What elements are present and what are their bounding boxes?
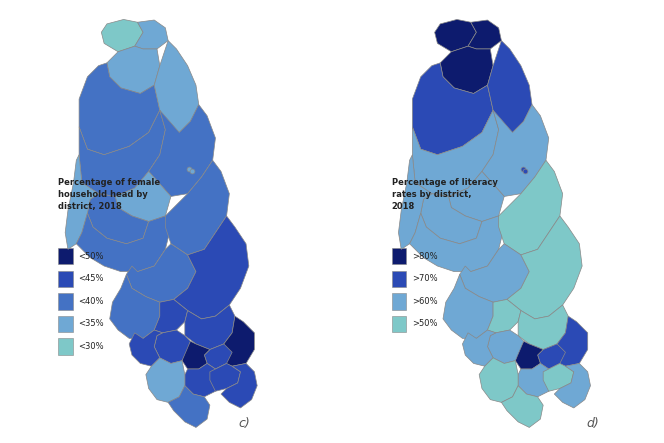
- Polygon shape: [102, 19, 143, 52]
- Polygon shape: [79, 63, 160, 155]
- Polygon shape: [499, 160, 562, 255]
- Polygon shape: [479, 358, 518, 402]
- Text: >50%: >50%: [412, 319, 438, 328]
- Polygon shape: [412, 110, 499, 196]
- Text: c): c): [238, 417, 250, 430]
- Polygon shape: [110, 274, 160, 338]
- Polygon shape: [149, 105, 215, 196]
- Polygon shape: [546, 316, 588, 366]
- Polygon shape: [146, 358, 185, 402]
- Polygon shape: [210, 363, 240, 391]
- Text: Percentage of literacy
rates by district,
2018: Percentage of literacy rates by district…: [392, 178, 497, 211]
- Text: <30%: <30%: [78, 342, 104, 351]
- Bar: [58, 248, 73, 264]
- Polygon shape: [443, 274, 493, 338]
- Bar: [58, 316, 73, 332]
- Text: <45%: <45%: [78, 274, 104, 284]
- Polygon shape: [116, 171, 171, 222]
- Polygon shape: [154, 299, 188, 333]
- Polygon shape: [182, 341, 210, 369]
- Polygon shape: [79, 110, 165, 196]
- Polygon shape: [554, 363, 590, 408]
- Polygon shape: [449, 171, 504, 222]
- Polygon shape: [543, 363, 574, 391]
- Polygon shape: [538, 344, 566, 369]
- Polygon shape: [440, 46, 493, 93]
- Polygon shape: [126, 244, 196, 302]
- Polygon shape: [154, 41, 199, 132]
- Polygon shape: [462, 330, 496, 366]
- Polygon shape: [501, 386, 543, 427]
- Polygon shape: [205, 344, 232, 369]
- Polygon shape: [185, 363, 221, 397]
- Bar: [392, 293, 406, 310]
- Polygon shape: [518, 305, 568, 350]
- Bar: [392, 248, 406, 264]
- Polygon shape: [487, 330, 524, 363]
- Bar: [58, 271, 73, 287]
- Polygon shape: [174, 216, 249, 319]
- Polygon shape: [459, 244, 529, 302]
- Polygon shape: [221, 363, 257, 408]
- Text: >80%: >80%: [412, 252, 438, 261]
- Bar: [58, 338, 73, 355]
- Polygon shape: [482, 105, 548, 196]
- Polygon shape: [76, 213, 171, 272]
- Bar: [392, 271, 406, 287]
- Text: <50%: <50%: [78, 252, 104, 261]
- Polygon shape: [88, 194, 149, 244]
- Polygon shape: [154, 330, 191, 363]
- Polygon shape: [135, 20, 168, 49]
- Polygon shape: [212, 316, 254, 366]
- Polygon shape: [412, 63, 493, 155]
- Polygon shape: [107, 46, 160, 93]
- Polygon shape: [168, 386, 210, 427]
- Text: >70%: >70%: [412, 274, 438, 284]
- Bar: [392, 316, 406, 332]
- Polygon shape: [518, 363, 554, 397]
- Polygon shape: [435, 19, 476, 52]
- Polygon shape: [421, 194, 482, 244]
- Polygon shape: [515, 341, 543, 369]
- Polygon shape: [398, 155, 432, 249]
- Bar: [58, 293, 73, 310]
- Polygon shape: [185, 305, 235, 350]
- Polygon shape: [410, 213, 504, 272]
- Text: Percentage of female
household head by
district, 2018: Percentage of female household head by d…: [58, 178, 161, 211]
- Text: >60%: >60%: [412, 297, 438, 306]
- Polygon shape: [65, 155, 98, 249]
- Polygon shape: [487, 41, 532, 132]
- Text: <35%: <35%: [78, 319, 104, 328]
- Polygon shape: [165, 160, 229, 255]
- Text: <40%: <40%: [78, 297, 104, 306]
- Polygon shape: [487, 299, 521, 333]
- Polygon shape: [129, 330, 163, 366]
- Polygon shape: [507, 216, 582, 319]
- Text: d): d): [586, 417, 599, 430]
- Polygon shape: [468, 20, 501, 49]
